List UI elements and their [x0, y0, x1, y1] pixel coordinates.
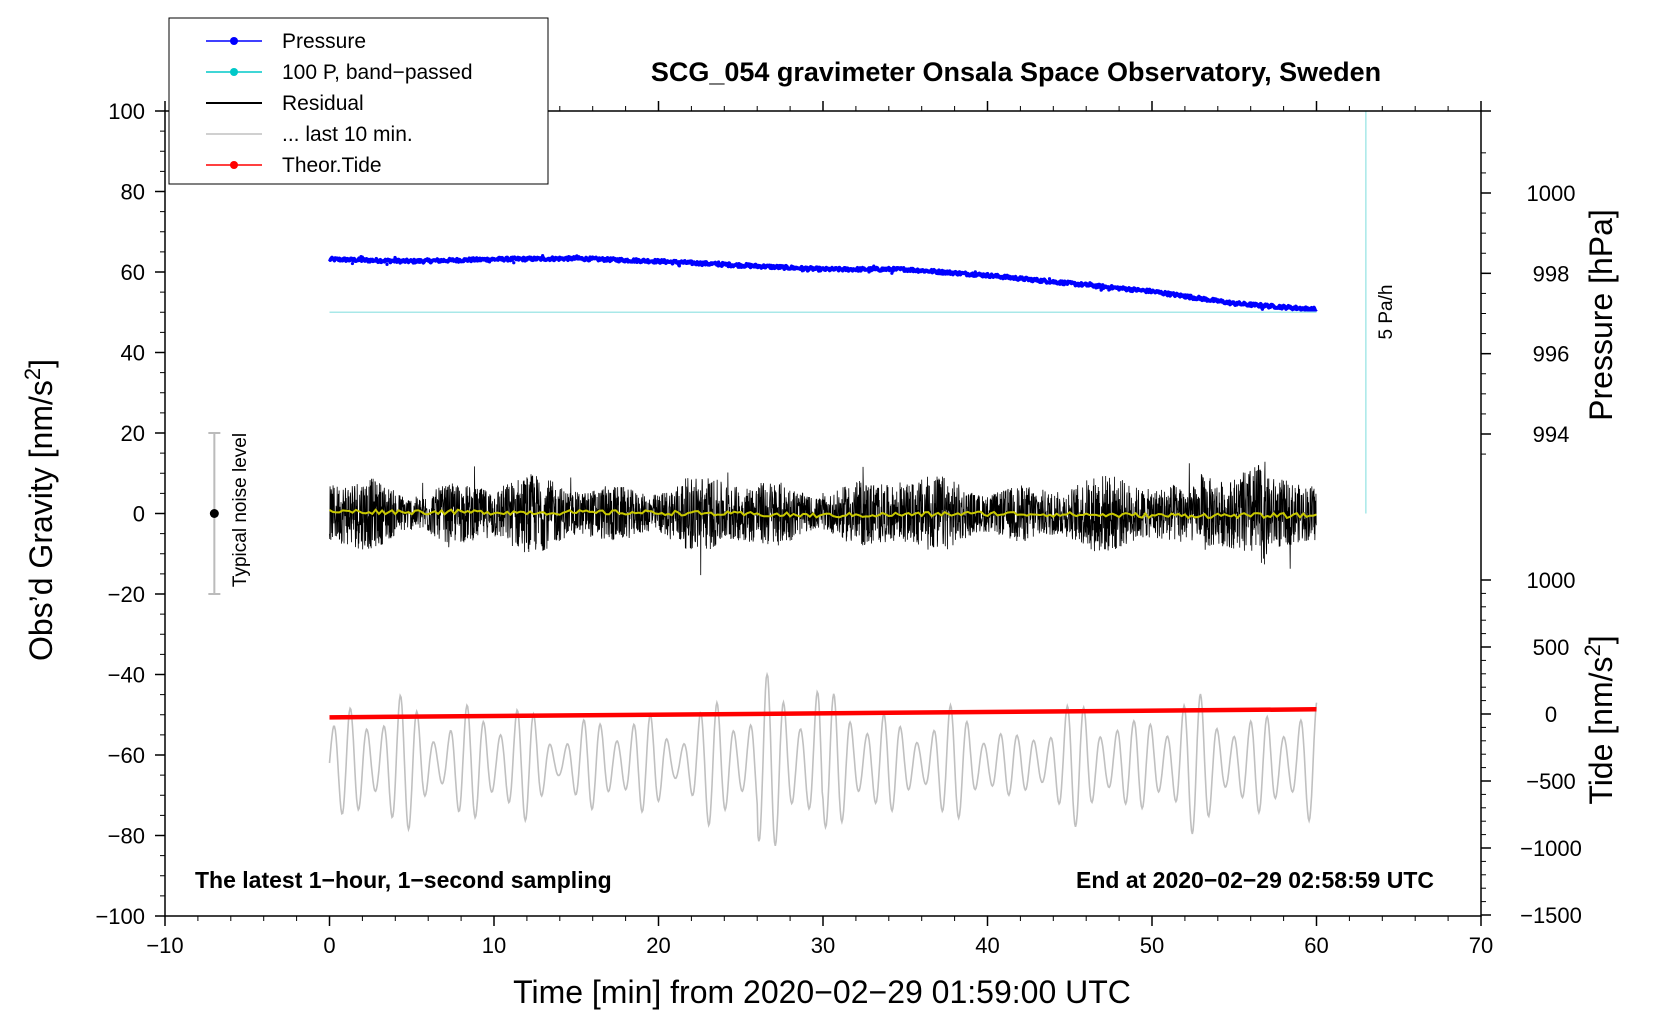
pressure-point: [850, 268, 855, 272]
legend-label: ... last 10 min.: [282, 123, 413, 146]
legend-marker: [230, 68, 238, 76]
pressure-point: [740, 263, 745, 267]
pressure-point: [534, 258, 538, 262]
pressure-point: [867, 270, 871, 274]
legend-label: Residual: [282, 92, 364, 115]
legend-marker: [230, 37, 238, 45]
pressure-point: [717, 260, 721, 264]
bottom-right-note: End at 2020−02−29 02:58:59 UTC: [1076, 867, 1434, 893]
residual-series: [329, 461, 1317, 576]
pressure-point: [1047, 277, 1052, 281]
y-tick-label: −20: [108, 582, 145, 607]
x-tick-label: 20: [646, 933, 670, 958]
pressure-point: [677, 263, 681, 267]
legend-box: [168, 17, 549, 185]
legend-label: Pressure: [282, 30, 366, 53]
pressure-point: [350, 261, 355, 266]
tide-tick-label: 500: [1533, 635, 1570, 660]
x-tick-label: −10: [146, 933, 183, 958]
chart-title: SCG_054 gravimeter Onsala Space Observat…: [651, 57, 1381, 87]
pressure-point: [1029, 279, 1033, 283]
pressure-tick-label: 1000: [1527, 181, 1576, 206]
tide-tick-label: 1000: [1527, 568, 1576, 593]
y-tick-label: −60: [108, 743, 145, 768]
x-axis-label: Time [min] from 2020−02−29 01:59:00 UTC: [513, 974, 1131, 1010]
pressure-point: [872, 264, 876, 268]
pressure-point: [541, 257, 545, 261]
annotations: [208, 111, 1367, 595]
tide-tick-label: −500: [1526, 769, 1576, 794]
legend: Pressure 100 P, band−passed Residual ... la…: [168, 17, 549, 185]
pressure-point: [343, 256, 348, 261]
pressure-point: [805, 265, 809, 270]
pressure-point: [1235, 300, 1239, 304]
tide-axis-ticks: −1500 −1000 −500 0 500 1000: [1481, 568, 1582, 928]
y-axis-label-tide: Tide [nm/s2]: [1580, 635, 1619, 804]
legend-label: 100 P, band−passed: [282, 61, 473, 84]
pressure-point: [512, 261, 516, 265]
y-tick-label: −40: [108, 663, 145, 688]
pressure-tick-label: 996: [1533, 342, 1570, 367]
pressure-point: [805, 269, 810, 273]
rate-label: 5 Pa/h: [1376, 285, 1397, 340]
pressure-line: [327, 255, 1318, 313]
y-tick-label: 40: [121, 341, 145, 366]
pressure-point: [1183, 293, 1187, 297]
residual-line: [329, 461, 1317, 576]
y-axis-ticks: −100 −80 −60 −40 −20 0 20 40 60 80 100: [95, 99, 165, 929]
pressure-point: [800, 269, 804, 273]
x-tick-label: 10: [482, 933, 506, 958]
legend-label: Theor.Tide: [282, 154, 382, 177]
last-10-min-series: [328, 671, 1318, 847]
pressure-point: [575, 254, 579, 258]
x-axis-ticks: −10 0 10 20 30 40 50 60 70: [146, 101, 1493, 958]
x-tick-label: 0: [323, 933, 335, 958]
noise-bar-center: [209, 509, 219, 518]
y-axis-label-pressure: Pressure [hPa]: [1583, 209, 1619, 421]
x-tick-label: 70: [1469, 933, 1493, 958]
y-tick-label: 80: [121, 180, 145, 205]
pressure-point: [385, 262, 389, 267]
bottom-left-note: The latest 1−hour, 1−second sampling: [195, 867, 612, 893]
tide-tick-label: −1000: [1520, 836, 1582, 861]
y-tick-label: 20: [121, 421, 145, 446]
pressure-tick-label: 994: [1533, 422, 1570, 447]
y-tick-label: −80: [108, 824, 145, 849]
y-tick-label: 60: [121, 260, 145, 285]
y-tick-label: 100: [108, 99, 145, 124]
pressure-point: [973, 270, 977, 274]
legend-marker: [230, 161, 238, 169]
pressure-point: [1088, 281, 1092, 285]
x-tick-label: 40: [975, 933, 999, 958]
pressure-point: [1107, 288, 1111, 292]
x-tick-label: 60: [1304, 933, 1328, 958]
y-axis-label-left: Obs’d Gravity [nm/s2]: [20, 359, 59, 661]
pressure-point: [541, 254, 545, 258]
y-tick-label: 0: [133, 502, 145, 527]
pressure-series: [327, 254, 1318, 313]
pressure-point: [393, 255, 397, 260]
pressure-point: [487, 260, 492, 264]
pressure-point: [1260, 307, 1265, 311]
residual-smoothed-series: [329, 508, 1317, 520]
pressure-point: [501, 257, 505, 262]
pressure-point: [1099, 288, 1103, 292]
pressure-point: [761, 265, 766, 269]
pressure-tick-label: 998: [1533, 261, 1570, 286]
pressure-axis-ticks: 994 996 998 1000: [1481, 110, 1576, 455]
pressure-point: [359, 254, 363, 259]
x-tick-label: 50: [1140, 933, 1164, 958]
last-10-min-line: [328, 671, 1318, 847]
tide-line: [329, 707, 1317, 720]
y-tick-label: −100: [95, 904, 145, 929]
x-tick-label: 30: [811, 933, 835, 958]
theoretical-tide-series: [329, 707, 1317, 720]
tide-tick-label: −1500: [1520, 903, 1582, 928]
tide-tick-label: 0: [1545, 702, 1557, 727]
pressure-point: [890, 271, 894, 275]
residual-smoothed-line: [329, 508, 1317, 520]
noise-level-label: Typical noise level: [230, 433, 251, 587]
pressure-point: [1072, 282, 1077, 286]
